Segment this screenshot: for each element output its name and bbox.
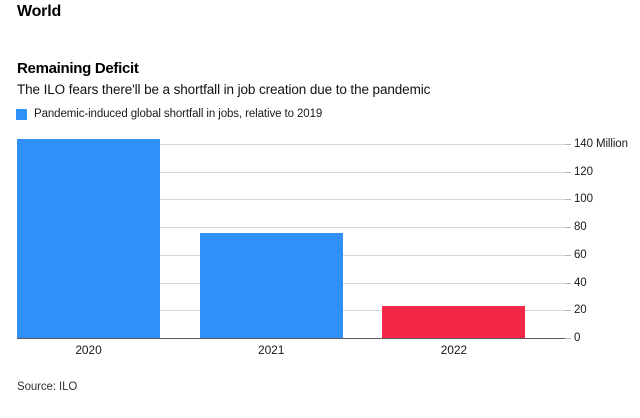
x-tick-label-2021: 2021 (258, 343, 285, 357)
legend-item-label: Pandemic-induced global shortfall in job… (34, 108, 323, 120)
bar-2022[interactable] (382, 306, 526, 338)
x-tick-label-2022: 2022 (440, 343, 467, 357)
y-tick-label-20: 20 (574, 304, 587, 317)
gridline-120 (17, 171, 565, 173)
y-tick-mark-120 (565, 171, 571, 173)
y-tick-label-140: 140 Million (574, 138, 628, 150)
x-tick-label-2020: 2020 (75, 343, 102, 357)
y-tick-label-120: 120 (574, 165, 593, 178)
chart-legend: Pandemic-induced global shortfall in job… (16, 108, 322, 120)
y-tick-label-80: 80 (574, 221, 587, 234)
gridline-100 (17, 199, 565, 201)
y-tick-label-0: 0 (574, 332, 581, 344)
y-tick-mark-100 (565, 199, 571, 201)
plot-area (17, 139, 571, 339)
y-tick-label-100: 100 (574, 193, 593, 206)
y-tick-mark-80 (565, 227, 571, 229)
gridline-80 (17, 227, 565, 229)
y-tick-mark-40 (565, 282, 571, 284)
legend-swatch-blue (16, 108, 27, 120)
y-tick-mark-140 (565, 144, 571, 145)
gridline-0 (17, 338, 565, 339)
y-tick-mark-0 (565, 338, 571, 339)
bar-2021[interactable] (199, 232, 343, 338)
x-axis: 2020 2021 2022 (17, 343, 565, 363)
chart-title: Remaining Deficit (17, 60, 139, 77)
y-axis: 0 20 40 60 80 100 120 140 Million (565, 138, 640, 344)
chart-subtitle: The ILO fears there'll be a shortfall in… (17, 82, 431, 97)
y-tick-mark-60 (565, 254, 571, 256)
gridline-140 (17, 144, 565, 145)
y-tick-mark-20 (565, 310, 571, 312)
bar-series (17, 139, 565, 338)
source-note: Source: ILO (17, 381, 78, 393)
bar-2020[interactable] (17, 139, 160, 338)
y-tick-label-40: 40 (574, 276, 587, 289)
section-label: World (17, 3, 62, 20)
y-tick-label-60: 60 (574, 248, 587, 261)
